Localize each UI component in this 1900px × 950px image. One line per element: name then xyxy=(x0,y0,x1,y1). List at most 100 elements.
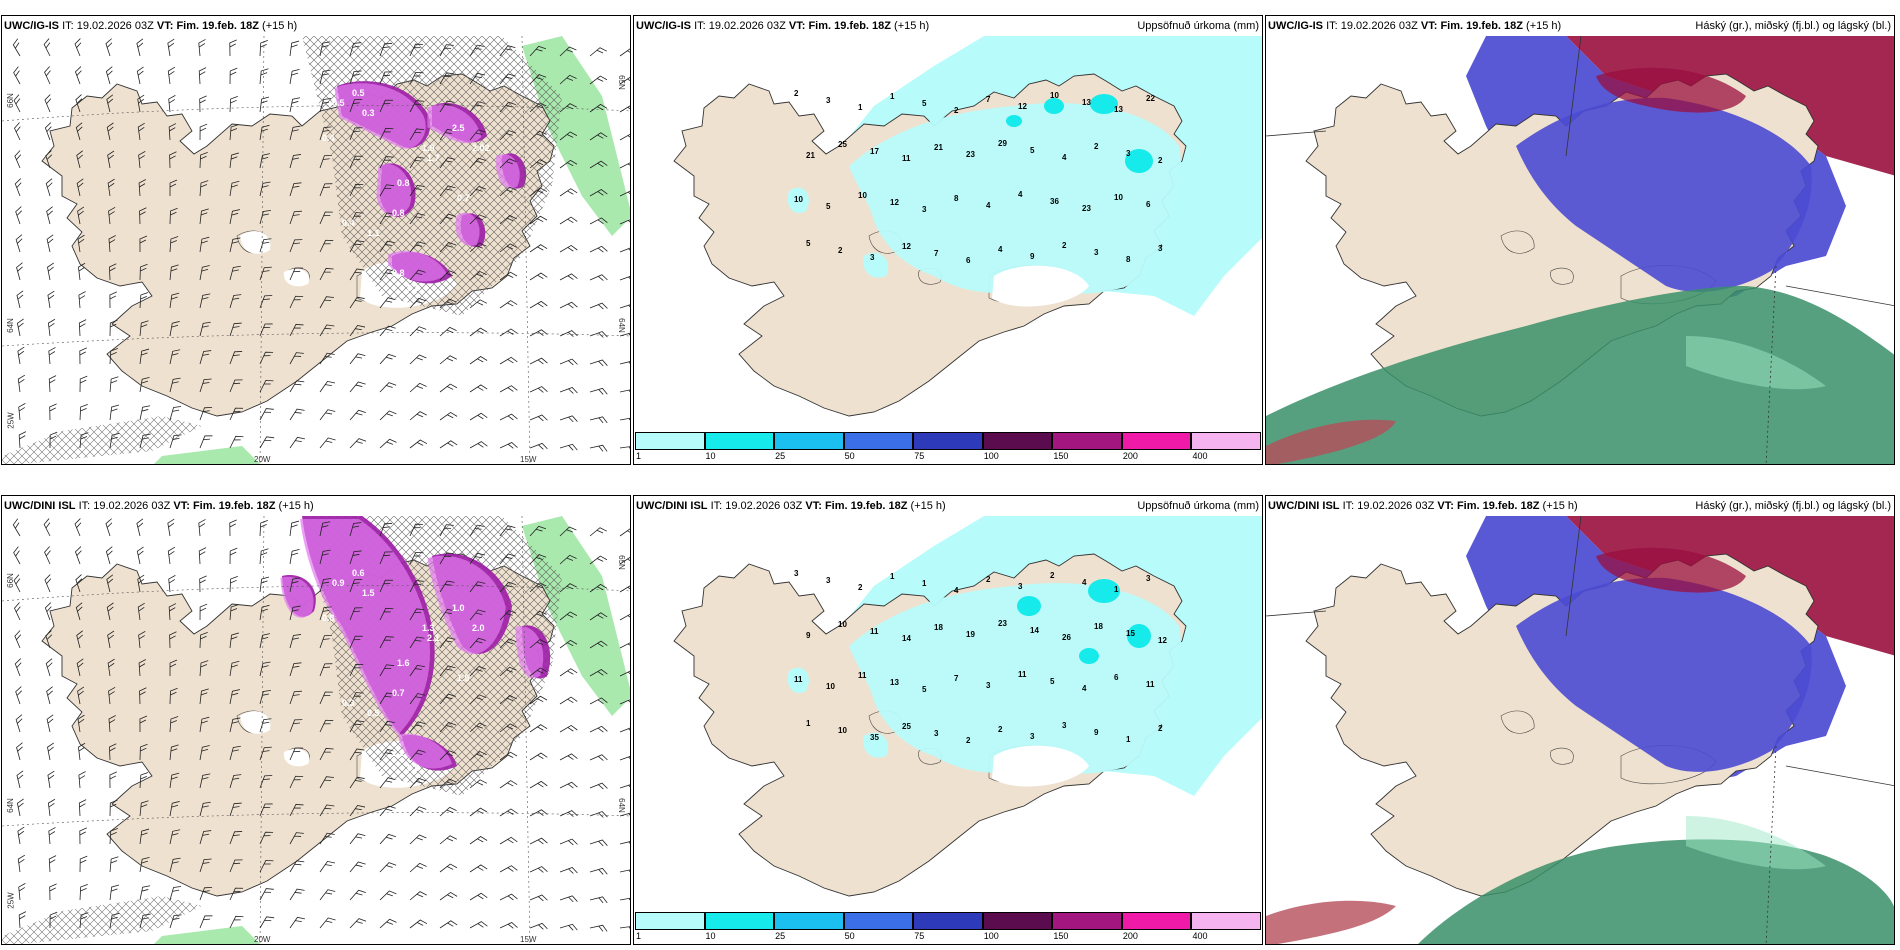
wind-barb xyxy=(439,637,456,649)
precip-value-label: 1 xyxy=(890,572,895,581)
wind-barb-shaft xyxy=(259,548,269,565)
mid-cloud-area xyxy=(1516,97,1812,292)
wind-map-panel-2: UWC/DINI ISL IT: 19.02.2026 03Z VT: Fim.… xyxy=(1,495,631,945)
colorbar-swatch xyxy=(704,432,775,450)
wind-barb-shaft xyxy=(229,831,243,845)
wind-barb xyxy=(349,748,365,761)
wind-barb xyxy=(168,95,176,113)
init-time: 19.02.2026 03Z xyxy=(1357,500,1435,512)
wind-barb-shaft xyxy=(259,746,272,761)
wind-barb-shaft xyxy=(106,122,114,141)
wind-barb-shaft xyxy=(499,581,516,593)
wind-barb-shaft xyxy=(229,435,244,449)
wind-barb xyxy=(137,602,145,621)
wind-barb-shaft xyxy=(499,808,518,817)
wind-barb-shaft xyxy=(169,886,182,901)
wind-barb-shaft xyxy=(17,346,25,365)
wind-barb xyxy=(409,43,424,57)
wind-barb xyxy=(74,518,82,537)
wind-barb xyxy=(198,39,206,57)
wind-barb-shaft xyxy=(469,214,487,225)
wind-barb xyxy=(259,96,270,113)
wind-barb-shaft xyxy=(259,153,271,169)
wind-barb-shaft xyxy=(469,441,488,449)
wind-barb xyxy=(619,246,630,254)
wind-barb xyxy=(169,886,182,901)
wind-barb xyxy=(349,324,366,337)
wind-barb-shaft xyxy=(289,719,303,733)
lat-label: 64N xyxy=(617,318,627,333)
wind-barb-shaft xyxy=(349,663,364,677)
wind-barb-shaft xyxy=(379,918,397,929)
wind-barb-shaft xyxy=(439,326,457,337)
snow-area-pink xyxy=(455,212,480,246)
wind-barb-shaft xyxy=(105,518,113,537)
wind-barb-shaft xyxy=(289,40,300,57)
wind-barb xyxy=(44,574,52,593)
wind-barb-shaft xyxy=(169,829,181,845)
wind-barb-shaft xyxy=(559,188,578,197)
wind-barb xyxy=(108,715,116,733)
colorbar-swatch xyxy=(774,432,844,450)
colorbar-label: 75 xyxy=(914,451,925,461)
wind-barb xyxy=(319,889,336,901)
wind-barb xyxy=(199,886,213,901)
wind-barb xyxy=(619,812,630,819)
wind-barb-shaft xyxy=(619,189,630,197)
wind-barb-shaft xyxy=(105,546,113,565)
wind-value-label: 2.1 xyxy=(427,633,440,643)
wind-barb xyxy=(259,351,274,365)
wind-barb-shaft xyxy=(319,634,332,649)
wind-barb-shaft xyxy=(529,244,548,253)
wind-barb xyxy=(499,300,518,309)
wind-barb xyxy=(47,798,56,817)
colorbar-swatch xyxy=(843,912,914,930)
wind-barb-shaft xyxy=(289,182,302,197)
precip-value-label: 10 xyxy=(858,191,867,200)
wind-barb-shaft xyxy=(319,268,334,281)
wind-barb-shaft xyxy=(499,356,518,365)
wind-barb-shaft xyxy=(439,298,457,309)
wind-barb-shaft xyxy=(107,178,115,197)
wind-barb xyxy=(529,582,547,593)
wind-barb xyxy=(169,801,180,817)
wind-barb xyxy=(18,431,27,449)
it-label: IT: xyxy=(78,500,91,512)
wind-barb-shaft xyxy=(349,212,364,225)
precip-value-label: 11 xyxy=(1018,670,1027,679)
lat-label: 25W xyxy=(6,892,16,909)
wind-barb xyxy=(499,186,517,197)
wind-barb-shaft xyxy=(109,263,117,281)
wind-barb xyxy=(199,236,210,253)
wind-value-label: 0.8 xyxy=(322,613,335,623)
wind-barb xyxy=(48,347,56,365)
wind-barb-shaft xyxy=(529,837,548,845)
wind-barb xyxy=(379,890,397,901)
wind-barb-shaft xyxy=(589,896,608,904)
wind-barb xyxy=(379,325,396,337)
wind-barb xyxy=(138,150,146,169)
snow-area-green xyxy=(154,446,260,464)
wind-barb xyxy=(349,409,366,421)
wind-barb xyxy=(529,554,547,565)
wind-barb xyxy=(16,798,24,817)
wind-barb xyxy=(136,38,144,57)
wind-barb-shaft xyxy=(199,378,212,393)
wind-barb xyxy=(469,694,487,705)
wind-barb-shaft xyxy=(109,771,117,789)
wind-barb-shaft xyxy=(14,178,22,197)
wind-barb-shaft xyxy=(409,693,426,705)
wind-barb-shaft xyxy=(499,271,518,281)
wind-barb-shaft xyxy=(319,239,334,253)
wind-value-label: 0.8 xyxy=(392,268,405,278)
wind-barb xyxy=(259,604,270,621)
wind-barb-shaft xyxy=(529,130,547,141)
wind-barb-shaft xyxy=(439,100,455,113)
wind-barb-shaft xyxy=(439,637,456,649)
wind-barb xyxy=(469,327,488,337)
wind-barb xyxy=(349,268,365,281)
wind-barb-shaft xyxy=(198,547,207,565)
wind-barb xyxy=(169,434,182,449)
wind-barb-shaft xyxy=(13,602,21,621)
wind-barb xyxy=(229,831,243,845)
